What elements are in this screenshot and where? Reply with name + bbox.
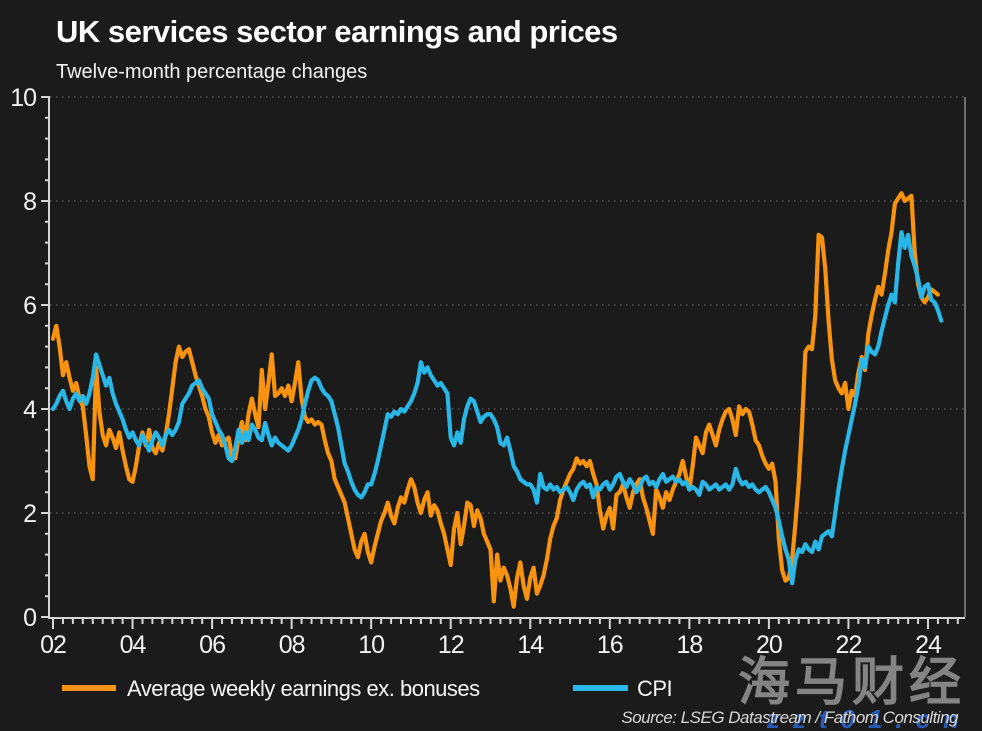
y-axis-tick-label: 2	[23, 500, 36, 528]
watermark-cjk: 海马财经	[738, 654, 966, 712]
x-axis-tick-label: 22	[836, 631, 862, 659]
x-axis-tick-label: 14	[517, 631, 544, 659]
cpi-legend-label: CPI	[637, 676, 672, 701]
x-axis-tick-label: 08	[279, 631, 305, 659]
x-axis-tick-label: 04	[120, 631, 147, 659]
earnings-legend-label: Average weekly earnings ex. bonuses	[127, 676, 480, 701]
x-axis-tick-label: 16	[597, 631, 623, 659]
legend: Average weekly earnings ex. bonuses CPI	[62, 676, 673, 701]
y-axis-tick-label: 4	[23, 396, 37, 424]
x-axis-tick-label: 12	[438, 631, 464, 659]
x-axis-tick-label: 10	[358, 631, 384, 659]
ticks-layer	[41, 96, 959, 629]
y-axis-tick-label: 8	[23, 188, 36, 216]
x-axis-tick-label: 02	[40, 631, 66, 659]
x-axis-tick-label: 24	[915, 631, 942, 659]
watermark-url: zzt01.cn	[766, 704, 972, 731]
source-credit: Source: LSEG Datastream / Fathom Consult…	[621, 708, 959, 727]
axes-layer	[48, 96, 966, 619]
y-axis-tick-label: 6	[23, 292, 36, 320]
x-axis-tick-label: 06	[199, 631, 225, 659]
cpi-line	[50, 230, 944, 586]
page-subtitle: Twelve-month percentage changes	[56, 61, 367, 83]
x-axis-tick-label: 20	[756, 631, 782, 659]
y-axis-tick-label: 10	[10, 84, 36, 112]
y-axis-tick-label: 0	[23, 604, 36, 632]
series-layer	[50, 191, 944, 609]
gridlines-layer	[50, 96, 965, 514]
x-axis-tick-label: 18	[676, 631, 702, 659]
page-title: UK services sector earnings and prices	[56, 14, 618, 49]
